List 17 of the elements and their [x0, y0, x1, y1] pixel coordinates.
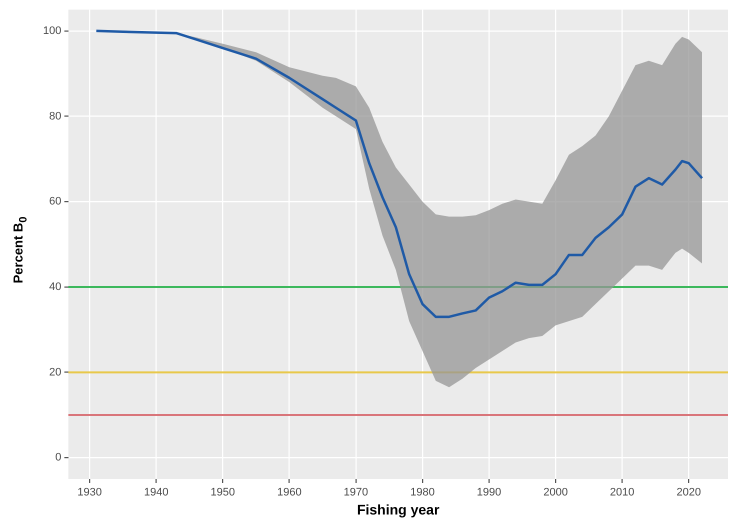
- x-axis-title: Fishing year: [356, 501, 440, 518]
- x-tick-label: 1980: [410, 486, 435, 499]
- x-tick-label: 1940: [144, 486, 168, 499]
- y-tick-label: 20: [49, 366, 62, 378]
- y-tick-label: 60: [49, 196, 62, 208]
- y-tick-label: 80: [49, 110, 62, 122]
- x-tick-label: 2000: [543, 486, 568, 499]
- x-tick-label: 1930: [77, 486, 102, 499]
- x-tick-label: 1990: [476, 486, 502, 499]
- x-tick-label: 2020: [676, 486, 701, 499]
- x-tick-label: 1970: [344, 486, 368, 499]
- y-tick-label: 40: [49, 281, 62, 294]
- y-tick-label: 0: [55, 452, 62, 464]
- x-tick-label: 2010: [610, 486, 634, 499]
- x-tick-label: 1960: [277, 486, 302, 499]
- x-tick-label: 1950: [210, 486, 236, 499]
- y-tick-label: 100: [42, 24, 62, 37]
